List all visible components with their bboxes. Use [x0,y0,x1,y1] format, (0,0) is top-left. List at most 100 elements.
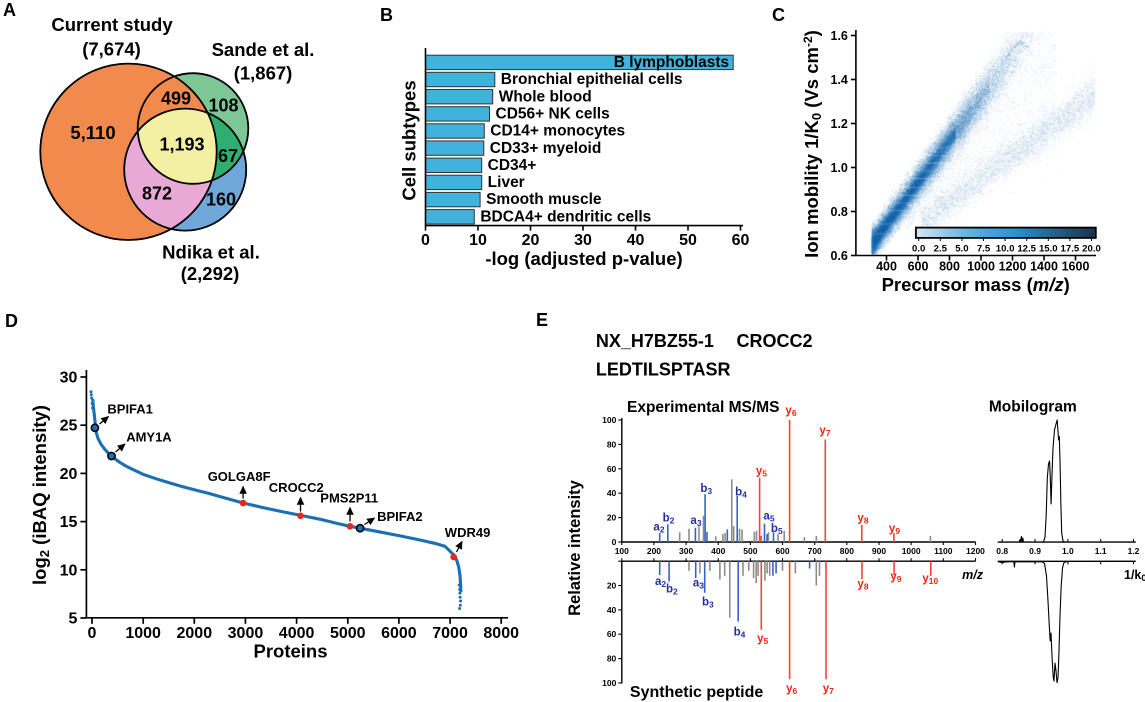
svg-text:0: 0 [612,537,617,547]
svg-text:BPIFA1: BPIFA1 [107,402,153,417]
svg-text:30: 30 [574,232,592,249]
svg-text:C: C [772,5,785,25]
svg-text:0.0: 0.0 [912,244,925,255]
svg-text:1200: 1200 [999,260,1027,274]
svg-text:5: 5 [68,611,77,628]
svg-text:20: 20 [607,513,617,523]
svg-text:y7: y7 [823,683,834,696]
svg-text:1.2: 1.2 [831,117,848,131]
svg-text:0.6: 0.6 [831,249,848,263]
svg-text:10: 10 [469,232,487,249]
svg-text:108: 108 [208,96,238,116]
svg-text:Ion mobility 1/K0 (Vs cm-2): Ion mobility 1/K0 (Vs cm-2) [801,30,824,258]
svg-text:CROCC2: CROCC2 [737,331,813,351]
svg-text:7000: 7000 [432,625,468,642]
svg-text:15.0: 15.0 [1039,244,1058,255]
svg-text:Whole blood: Whole blood [499,88,592,105]
svg-text:4000: 4000 [279,625,315,642]
svg-text:80: 80 [607,439,617,449]
svg-text:100: 100 [615,546,629,556]
svg-text:(7,674): (7,674) [82,39,141,60]
svg-text:1600: 1600 [1062,260,1090,274]
svg-text:6000: 6000 [381,625,417,642]
svg-text:872: 872 [142,184,172,204]
svg-text:1.4: 1.4 [831,73,848,87]
svg-text:40: 40 [607,488,617,498]
svg-text:7.5: 7.5 [977,244,991,255]
svg-text:b3: b3 [700,483,712,496]
svg-text:Proteins: Proteins [253,641,327,662]
svg-text:D: D [5,311,18,331]
svg-text:1200: 1200 [966,546,985,556]
svg-text:15: 15 [60,514,78,531]
svg-text:200: 200 [647,546,661,556]
svg-text:1/k0: 1/k0 [1124,568,1145,584]
svg-text:20: 20 [522,232,540,249]
svg-text:20: 20 [607,581,617,591]
svg-text:y7: y7 [819,425,830,438]
svg-text:(1,867): (1,867) [234,63,293,84]
svg-text:40: 40 [627,232,645,249]
svg-text:CD56+ NK cells: CD56+ NK cells [496,105,610,122]
svg-text:0.9: 0.9 [1029,546,1041,556]
svg-text:y9: y9 [889,523,900,536]
svg-text:y5: y5 [756,466,767,479]
svg-text:a3: a3 [690,515,701,528]
svg-text:y5: y5 [757,633,768,646]
svg-text:100: 100 [602,415,616,425]
svg-text:CD33+ myeloid: CD33+ myeloid [490,140,602,157]
svg-text:Synthetic peptide: Synthetic peptide [630,684,763,701]
svg-text:Experimental MS/MS: Experimental MS/MS [627,399,779,416]
svg-text:67: 67 [218,146,238,166]
svg-text:Current study: Current study [51,14,173,35]
svg-text:y9: y9 [890,571,901,584]
svg-text:WDR49: WDR49 [445,525,491,540]
svg-text:b5: b5 [771,523,783,536]
svg-text:Smooth muscle: Smooth muscle [486,191,602,208]
svg-text:80: 80 [607,654,617,664]
svg-text:25: 25 [60,418,78,435]
svg-text:a3: a3 [693,578,704,591]
svg-text:300: 300 [679,546,693,556]
svg-text:700: 700 [808,546,822,556]
svg-text:A: A [3,0,16,20]
svg-text:800: 800 [939,260,960,274]
svg-text:0: 0 [421,232,430,249]
svg-text:BPIFA2: BPIFA2 [377,509,423,524]
svg-text:1.2: 1.2 [1128,546,1140,556]
svg-text:600: 600 [775,546,789,556]
svg-text:20.0: 20.0 [1082,244,1101,255]
svg-text:Cell subtypes: Cell subtypes [399,80,420,200]
svg-text:Precursor mass (m/z): Precursor mass (m/z) [882,274,1070,295]
svg-text:GOLGA8F: GOLGA8F [208,469,271,484]
svg-text:1000: 1000 [125,625,161,642]
svg-text:y8: y8 [857,513,868,526]
svg-text:a2: a2 [653,522,664,535]
svg-text:1000: 1000 [967,260,995,274]
svg-text:B lymphoblasts: B lymphoblasts [614,54,729,71]
svg-text:30: 30 [60,370,78,387]
svg-text:-log (adjusted p-value): -log (adjusted p-value) [485,248,682,269]
svg-text:b3: b3 [702,597,714,610]
svg-text:160: 160 [206,190,236,210]
svg-text:b4: b4 [734,627,746,640]
svg-text:20: 20 [60,466,78,483]
svg-text:B: B [380,5,393,25]
svg-text:10: 10 [60,562,78,579]
svg-text:AMY1A: AMY1A [126,430,172,445]
svg-text:5000: 5000 [330,625,366,642]
svg-text:y6: y6 [786,683,797,696]
svg-text:60: 60 [607,629,617,639]
svg-text:0: 0 [88,625,97,642]
svg-text:10.0: 10.0 [996,244,1015,255]
svg-text:5.0: 5.0 [955,244,968,255]
svg-text:60: 60 [732,232,750,249]
svg-text:800: 800 [840,546,854,556]
svg-text:400: 400 [711,546,725,556]
svg-text:a5: a5 [763,510,774,523]
svg-text:12.5: 12.5 [1017,244,1036,255]
svg-text:1.1: 1.1 [1095,546,1107,556]
svg-text:E: E [536,310,548,330]
svg-text:40: 40 [607,605,617,615]
svg-text:2000: 2000 [177,625,213,642]
